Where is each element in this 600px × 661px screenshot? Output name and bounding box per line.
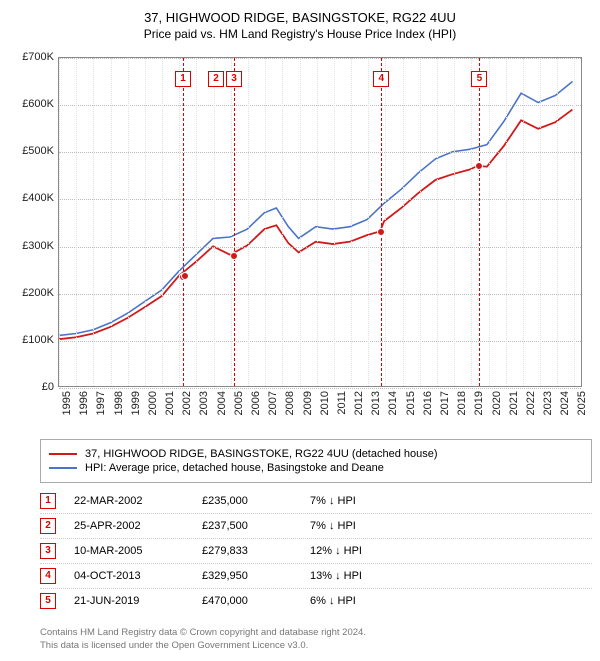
sale-dot [230, 252, 238, 260]
sale-dot [475, 162, 483, 170]
y-axis-label: £600K [8, 98, 54, 110]
y-axis-label: £700K [8, 51, 54, 63]
chart-title: 37, HIGHWOOD RIDGE, BASINGSTOKE, RG22 4U… [8, 10, 592, 25]
sale-diff: 7% ↓ HPI [310, 495, 410, 507]
y-axis-label: £0 [8, 381, 54, 393]
sale-row: 2 25-APR-2002 £237,500 7% ↓ HPI [40, 513, 592, 538]
sale-price: £279,833 [202, 545, 292, 557]
legend-swatch [49, 467, 77, 469]
attribution-line: This data is licensed under the Open Gov… [40, 640, 592, 653]
sale-date: 10-MAR-2005 [74, 545, 184, 557]
sale-row: 3 10-MAR-2005 £279,833 12% ↓ HPI [40, 538, 592, 563]
plot-area: 1 3 4 5 2 [58, 57, 582, 387]
sale-row: 4 04-OCT-2013 £329,950 13% ↓ HPI [40, 563, 592, 588]
legend-item-hpi: HPI: Average price, detached house, Basi… [49, 462, 583, 474]
legend: 37, HIGHWOOD RIDGE, BASINGSTOKE, RG22 4U… [40, 439, 592, 483]
sale-index-icon: 3 [40, 543, 56, 559]
sale-marker-tag: 1 [175, 71, 191, 87]
y-axis-label: £500K [8, 145, 54, 157]
sale-index-icon: 2 [40, 518, 56, 534]
legend-label: 37, HIGHWOOD RIDGE, BASINGSTOKE, RG22 4U… [85, 448, 438, 460]
sale-date: 25-APR-2002 [74, 520, 184, 532]
sale-marker-tag: 4 [373, 71, 389, 87]
y-axis-label: £200K [8, 287, 54, 299]
sale-index-icon: 5 [40, 593, 56, 609]
sale-diff: 13% ↓ HPI [310, 570, 410, 582]
legend-label: HPI: Average price, detached house, Basi… [85, 462, 384, 474]
sale-price: £329,950 [202, 570, 292, 582]
y-axis-label: £300K [8, 240, 54, 252]
y-axis-label: £100K [8, 334, 54, 346]
sale-marker-tag: 5 [471, 71, 487, 87]
chart-subtitle: Price paid vs. HM Land Registry's House … [8, 27, 592, 41]
chart-container: £0 £100K £200K £300K £400K £500K £600K £700K 1 3… [8, 49, 592, 429]
attribution: Contains HM Land Registry data © Crown c… [40, 627, 592, 653]
sale-row: 5 21-JUN-2019 £470,000 6% ↓ HPI [40, 588, 592, 613]
legend-swatch [49, 453, 77, 455]
sale-marker-tag: 3 [226, 71, 242, 87]
sale-index-icon: 4 [40, 568, 56, 584]
sale-price: £237,500 [202, 520, 292, 532]
sale-diff: 7% ↓ HPI [310, 520, 410, 532]
y-axis-label: £400K [8, 192, 54, 204]
sale-date: 22-MAR-2002 [74, 495, 184, 507]
sale-date: 04-OCT-2013 [74, 570, 184, 582]
x-axis-label: 2025 [576, 391, 600, 415]
chart-lines [59, 58, 581, 386]
sale-row: 1 22-MAR-2002 £235,000 7% ↓ HPI [40, 489, 592, 513]
sale-date: 21-JUN-2019 [74, 595, 184, 607]
sale-price: £235,000 [202, 495, 292, 507]
attribution-line: Contains HM Land Registry data © Crown c… [40, 627, 592, 640]
sale-price: £470,000 [202, 595, 292, 607]
sale-diff: 12% ↓ HPI [310, 545, 410, 557]
sale-marker-tag: 2 [208, 71, 224, 87]
legend-item-property: 37, HIGHWOOD RIDGE, BASINGSTOKE, RG22 4U… [49, 448, 583, 460]
sale-dot [181, 272, 189, 280]
sale-diff: 6% ↓ HPI [310, 595, 410, 607]
sale-dot [377, 228, 385, 236]
sales-table: 1 22-MAR-2002 £235,000 7% ↓ HPI 2 25-APR-2002… [40, 489, 592, 613]
sale-index-icon: 1 [40, 493, 56, 509]
